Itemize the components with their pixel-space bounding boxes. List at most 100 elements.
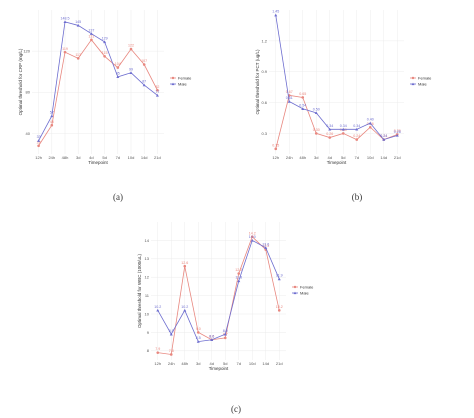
point-female	[103, 54, 106, 58]
point-female	[129, 47, 133, 51]
point-male	[142, 83, 146, 87]
point-female	[37, 144, 40, 148]
data-label-male: 145	[75, 20, 81, 24]
data-label-female: 107	[141, 59, 147, 63]
data-label-female: 9.0	[196, 327, 201, 331]
point-male	[277, 277, 281, 281]
data-label-female: 119	[62, 47, 68, 51]
point-male	[355, 127, 359, 131]
point-male	[274, 13, 278, 17]
data-label-female: 0.24	[380, 134, 387, 138]
data-label-female: 0.26	[326, 132, 333, 136]
x-tick-label: 21d	[394, 155, 401, 160]
point-female	[156, 351, 160, 354]
legend-marker	[411, 76, 415, 80]
data-label-male: 0.40	[367, 118, 374, 122]
data-label-male: 10.2	[154, 305, 161, 309]
point-male	[63, 20, 67, 24]
y-tick-label: 9	[147, 330, 150, 335]
x-tick-label: 12h	[35, 155, 42, 160]
point-female	[277, 309, 281, 312]
legend-marker	[171, 82, 175, 86]
point-male	[328, 127, 332, 131]
legend-label-male: Male	[178, 81, 187, 86]
point-female	[341, 132, 345, 135]
data-label-male: 0.61	[286, 96, 293, 100]
x-tick-label: 48h	[62, 155, 69, 160]
legend-marker	[411, 82, 415, 86]
point-female	[90, 38, 93, 42]
data-label-female: 12.2	[235, 268, 242, 272]
data-label-female: 131	[88, 34, 94, 38]
point-male	[395, 133, 399, 137]
data-label-female: 48	[50, 120, 54, 124]
x-tick-label: 5d	[223, 361, 227, 366]
point-male	[210, 338, 214, 341]
point-male	[223, 332, 227, 336]
x-tick-label: 4d	[210, 361, 214, 366]
data-label-male: 87	[142, 80, 146, 84]
x-tick-label: 7d	[237, 361, 241, 366]
x-tick-label: 14d	[380, 155, 387, 160]
point-female	[142, 63, 146, 66]
x-tick-label: 7d	[355, 155, 359, 160]
point-male	[183, 308, 187, 312]
data-label-male: 0.54	[299, 103, 306, 107]
point-male	[37, 139, 41, 142]
data-label-male: 0.34	[353, 124, 360, 128]
data-label-female: 122	[128, 44, 134, 48]
data-label-male: 0.28	[394, 130, 401, 134]
point-female	[156, 88, 159, 92]
legend-marker	[293, 285, 297, 289]
data-label-female: 28	[37, 140, 41, 144]
x-tick-label: 48h	[299, 155, 306, 160]
point-female	[237, 272, 241, 275]
point-female	[314, 132, 318, 135]
y-tick-label: 0.3	[261, 131, 267, 136]
data-label-female: 13.5	[262, 244, 269, 248]
x-tick-label: 24h	[48, 155, 55, 160]
data-label-male: 8.6	[209, 334, 214, 338]
y-tick-label: 12	[145, 275, 150, 280]
data-label-female: 82	[155, 85, 159, 89]
series-line-female	[38, 39, 158, 146]
point-male	[155, 93, 159, 97]
point-male	[250, 238, 254, 242]
point-male	[382, 138, 386, 141]
data-label-male: 0.34	[340, 124, 347, 128]
data-label-female: 0.65	[299, 92, 306, 96]
data-label-male: 99	[129, 67, 133, 71]
legend-label-female: Female	[300, 284, 314, 289]
data-label-male: 8.5	[196, 336, 201, 340]
data-label-female: 104	[115, 62, 121, 66]
data-label-female: 14.2	[249, 231, 256, 235]
data-label-female: 12.6	[181, 261, 188, 265]
data-label-female: 0.67	[286, 90, 293, 94]
y-tick-label: 0.9	[261, 69, 267, 74]
data-label-male: 1.45	[272, 10, 279, 14]
point-female	[196, 331, 200, 334]
point-female	[183, 264, 187, 268]
data-label-male: 95	[116, 71, 120, 75]
data-label-male: 137	[88, 28, 94, 32]
x-tick-label: 24h	[286, 155, 293, 160]
data-label-male: 57	[50, 111, 54, 115]
panel-caption: (b)	[352, 192, 363, 202]
x-tick-label: 5d	[341, 155, 345, 160]
chart-panel-3: 8 9 10 11 12 13 14 12h 24h 48h 3d 4d 5d 7d 10d 14d 21d Ti…	[137, 222, 314, 414]
y-axis-title: Optimal threshold for WBC (1000/uL)	[137, 253, 142, 328]
legend-label-female: Female	[418, 75, 432, 80]
panel-caption: (a)	[113, 192, 123, 202]
x-tick-label: 4d	[328, 155, 332, 160]
point-male	[196, 340, 200, 343]
point-female	[328, 136, 332, 139]
data-label-female: 7.9	[155, 347, 160, 351]
data-label-female: 0.15	[272, 143, 279, 147]
data-label-male: 8.9	[169, 329, 174, 333]
point-male	[116, 75, 120, 79]
point-female	[301, 96, 305, 99]
y-tick-label: 0.6	[261, 100, 267, 105]
point-female	[50, 123, 54, 127]
data-label-female: 115	[102, 51, 108, 55]
